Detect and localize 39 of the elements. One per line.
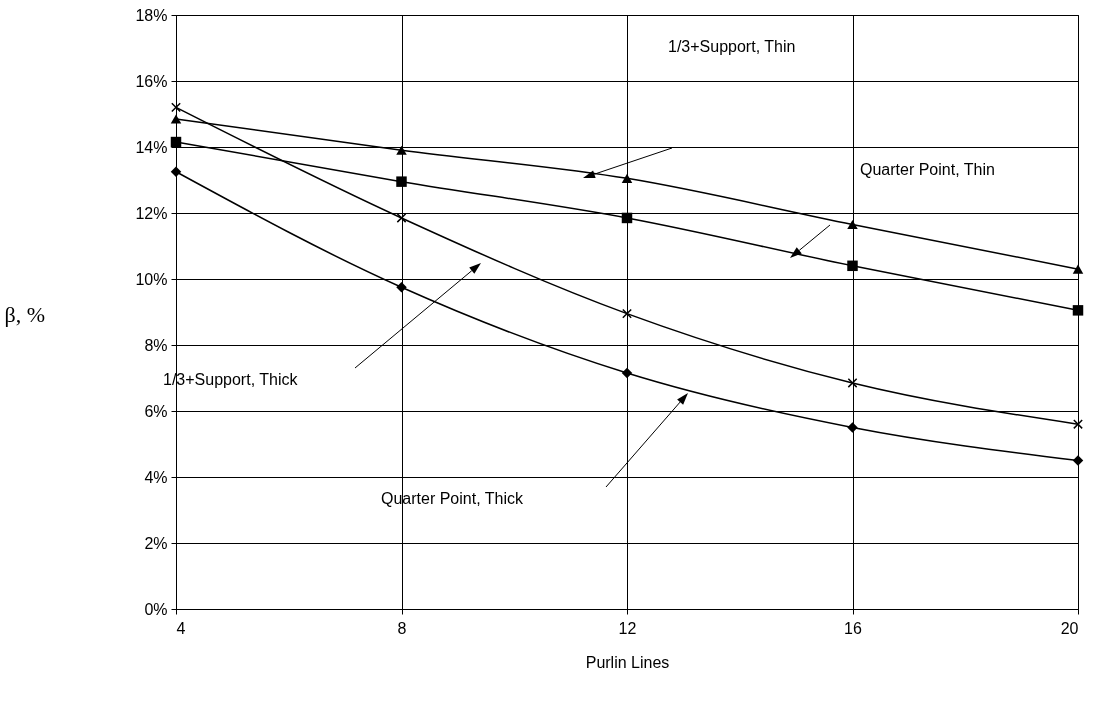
y-tick-label: 8%: [144, 336, 168, 354]
y-tick-label: 18%: [135, 6, 168, 24]
x-axis-title: Purlin Lines: [585, 653, 670, 671]
point: [847, 422, 858, 433]
x-tick-label: 8: [397, 619, 407, 637]
point: [171, 102, 181, 113]
y-tick-label: 6%: [144, 402, 168, 420]
y-axis-title: β, %: [4, 301, 46, 327]
annotation: Quarter Point, Thin: [860, 161, 995, 178]
annotation: 1/3+Support, Thin: [668, 38, 796, 55]
x-tick-label: 12: [618, 619, 637, 637]
point: [1073, 419, 1083, 430]
y-tick-label: 2%: [144, 534, 168, 552]
y-tick-label: 10%: [135, 270, 168, 288]
point: [622, 308, 632, 319]
point: [396, 176, 407, 187]
point: [1072, 455, 1084, 466]
point: [847, 260, 858, 272]
y-tick-label: 16%: [135, 72, 168, 90]
point: [170, 166, 182, 177]
point: [621, 367, 633, 379]
y-tick-label: 14%: [135, 138, 168, 156]
point: [170, 114, 182, 124]
point: [621, 212, 633, 224]
point: [847, 378, 858, 388]
y-tick-label: 4%: [144, 468, 168, 486]
point: [847, 220, 858, 230]
x-tick-label: 16: [844, 619, 862, 637]
point: [1072, 305, 1084, 316]
y-tick-label: 12%: [135, 204, 168, 222]
point: [621, 173, 633, 183]
x-tick-label: 4: [176, 619, 186, 637]
point: [396, 213, 407, 223]
point: [170, 136, 182, 148]
point: [1072, 264, 1084, 274]
x-tick-label: 20: [1060, 619, 1079, 637]
point: [396, 282, 407, 293]
y-tick-label: 0%: [144, 600, 168, 618]
point: [396, 145, 407, 155]
